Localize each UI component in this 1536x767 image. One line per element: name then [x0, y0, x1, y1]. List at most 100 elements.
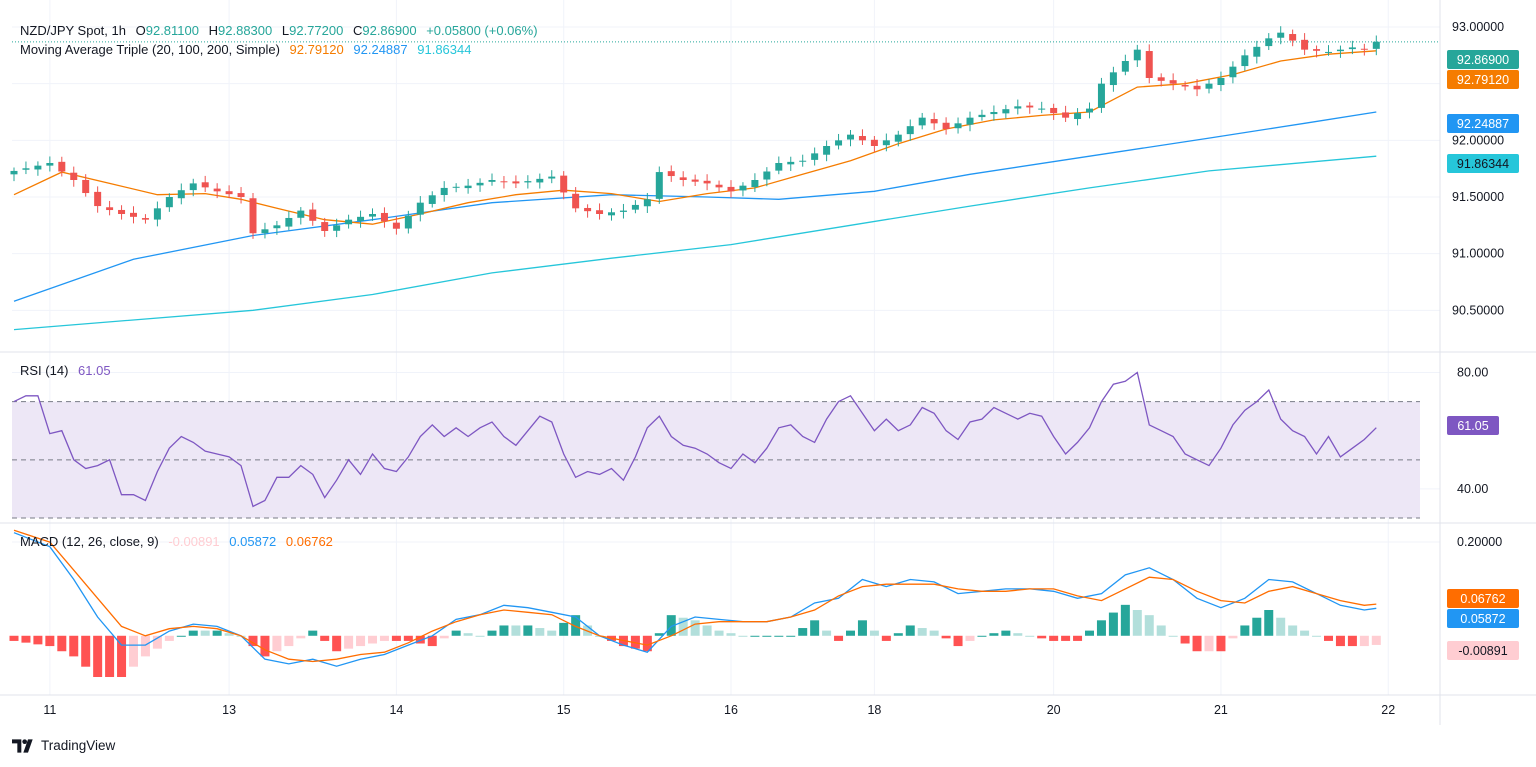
time-tick-label: 16: [724, 703, 738, 717]
macd-histogram-bar: [463, 633, 473, 636]
candle-body: [118, 209, 126, 214]
time-tick-label: 15: [557, 703, 571, 717]
candle-body: [1086, 108, 1093, 113]
macd-histogram-bar: [535, 628, 545, 636]
macd-histogram-bar: [272, 635, 282, 652]
candle-body: [512, 181, 520, 184]
macd-histogram-bar: [1132, 610, 1142, 636]
macd-histogram-bar: [678, 617, 688, 636]
candle-body: [249, 198, 257, 234]
macd-histogram-bar: [905, 625, 915, 636]
candle-body: [1336, 49, 1344, 52]
macd-histogram-bar: [1192, 635, 1202, 652]
candle-body: [1217, 78, 1225, 86]
macd-histogram-bar: [893, 633, 903, 636]
candle-body: [46, 163, 54, 166]
macd-histogram-bar: [129, 635, 138, 667]
macd-legend[interactable]: MACD (12, 26, close, 9) -0.00891 0.05872…: [20, 534, 333, 549]
candle-body: [608, 212, 615, 216]
macd-histogram-bar: [427, 635, 437, 647]
macd-pane[interactable]: [9, 529, 1381, 678]
time-axis[interactable]: 11 13 14 15 16 18 20 21 22: [43, 703, 1395, 717]
macd-histogram-bar: [152, 635, 162, 649]
time-tick-label: 18: [867, 703, 881, 717]
macd-histogram-bar: [989, 633, 999, 636]
candle-body: [1348, 47, 1356, 50]
macd-histogram-bar: [1180, 635, 1190, 644]
candle-body: [440, 187, 448, 196]
macd-histogram-bar: [571, 615, 581, 636]
candle-body: [94, 191, 102, 207]
macd-histogram-bar: [846, 630, 855, 636]
macd-histogram-bar: [391, 635, 401, 641]
candle-body: [10, 170, 18, 175]
rsi-legend[interactable]: RSI (14) 61.05: [20, 363, 111, 378]
price-legend[interactable]: NZD/JPY Spot, 1h O92.81100 H92.88300 L92…: [20, 23, 538, 57]
ma200-tag: 91.86344: [1447, 154, 1519, 173]
macd-histogram-bar: [487, 630, 497, 636]
macd-histogram-bar: [1371, 635, 1381, 645]
ohlc-legend: NZD/JPY Spot, 1h O92.81100 H92.88300 L92…: [20, 23, 538, 38]
candle-body: [333, 225, 341, 231]
candle-body: [82, 179, 90, 194]
macd-histogram-bar: [368, 635, 377, 644]
macd-histogram-bar: [559, 622, 569, 636]
macd-line-tag: 0.05872: [1447, 609, 1519, 628]
time-tick-label: 22: [1381, 703, 1395, 717]
candle-body: [273, 225, 281, 229]
candle-body: [153, 208, 161, 220]
macd-histogram-bar: [1013, 633, 1023, 636]
ma200-line: [13, 155, 1377, 331]
macd-histogram-bar: [1168, 635, 1178, 637]
macd-histogram-bar: [1240, 625, 1250, 636]
tradingview-brand[interactable]: TradingView: [12, 738, 115, 753]
price-tick-label: 93.00000: [1452, 20, 1504, 34]
candle-body: [1157, 77, 1165, 81]
rsi-axis[interactable]: 80.00 40.00: [1457, 366, 1488, 496]
candle-body: [261, 229, 269, 234]
candle-body: [476, 182, 484, 186]
macd-histogram-bar: [344, 635, 354, 649]
macd-histogram-bar: [547, 630, 557, 636]
macd-histogram-bar: [1216, 635, 1226, 652]
candle-body: [345, 219, 353, 225]
macd-histogram-bar: [762, 635, 772, 637]
candle-body: [584, 207, 592, 212]
macd-histogram-bar: [45, 635, 55, 647]
macd-histogram-bar: [93, 635, 103, 678]
macd-histogram-bar: [379, 635, 389, 641]
macd-axis[interactable]: 0.20000: [1457, 535, 1502, 549]
candle-body: [1133, 49, 1141, 61]
macd-histogram-bar: [1144, 615, 1154, 636]
macd-histogram-bar: [1252, 617, 1262, 636]
candle-body: [1097, 83, 1105, 108]
candle-body: [70, 172, 78, 180]
candle-body: [715, 184, 723, 188]
candle-body: [1193, 85, 1201, 90]
macd-legend-text: MACD (12, 26, close, 9) -0.00891 0.05872…: [20, 534, 333, 549]
candle-body: [619, 210, 627, 212]
candle-body: [1325, 51, 1332, 53]
candle-body: [560, 175, 568, 193]
candle-body: [823, 146, 831, 155]
macd-histogram-bar: [834, 635, 844, 641]
rsi-pane[interactable]: [12, 371, 1420, 519]
candle-body: [225, 191, 233, 195]
rsi-tag-text: 61.05: [1457, 419, 1488, 433]
macd-histogram-bar: [774, 635, 784, 637]
macd-histogram-bar: [296, 635, 306, 639]
macd-histogram-bar: [1347, 635, 1357, 647]
macd-histogram-bar: [786, 635, 796, 637]
macd-histogram-bar: [69, 635, 79, 657]
candle-body: [572, 193, 580, 209]
price-tick-label: 92.00000: [1452, 133, 1504, 147]
macd-histogram-bar: [881, 635, 891, 641]
macd-histogram-bar: [1312, 635, 1322, 637]
macd-histogram-bar: [738, 635, 748, 637]
price-pane[interactable]: [10, 26, 1441, 331]
candle-body: [452, 186, 460, 188]
candle-body: [918, 117, 926, 126]
macd-histogram-bar: [1204, 635, 1214, 652]
candle-body: [978, 114, 986, 118]
